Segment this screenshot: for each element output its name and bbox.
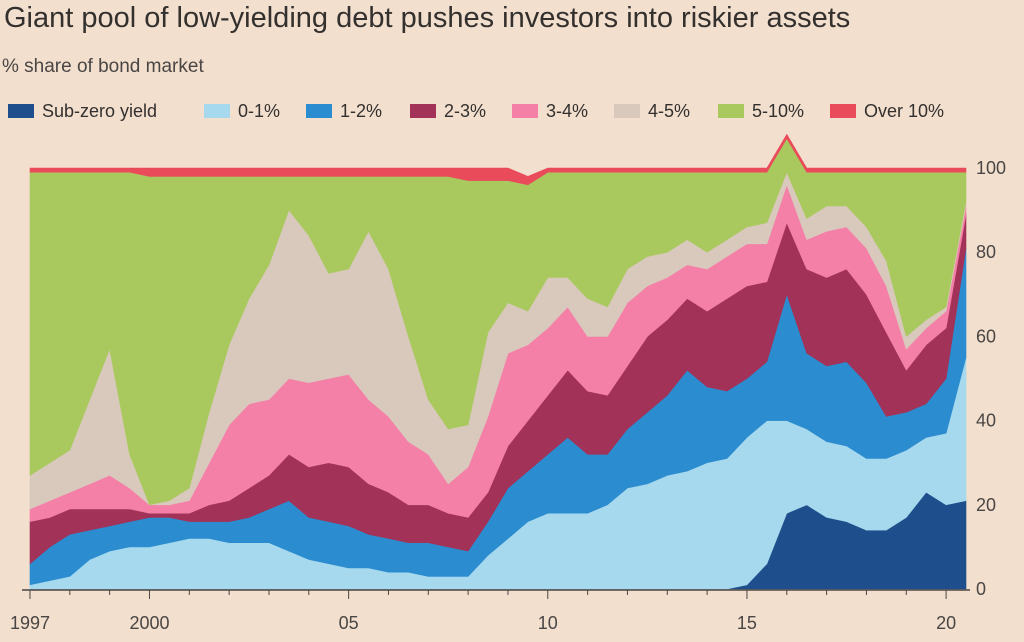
x-tick-label: 1997 bbox=[10, 613, 50, 633]
area-series-over-10 bbox=[29, 133, 967, 186]
x-tick-label: 10 bbox=[538, 613, 558, 633]
legend-swatch-0-1 bbox=[204, 104, 230, 118]
legend-label-over-10: Over 10% bbox=[864, 101, 945, 121]
chart-title: Giant pool of low-yielding debt pushes i… bbox=[4, 2, 851, 34]
legend-swatch-5-10 bbox=[718, 104, 744, 118]
y-tick-label: 80 bbox=[976, 242, 996, 262]
legend-label-2-3: 2-3% bbox=[444, 101, 487, 121]
legend: Sub-zero yield 0-1% 1-2% 2-3% 3-4% 4-5% … bbox=[0, 100, 1024, 122]
x-tick-label: 05 bbox=[339, 613, 359, 633]
x-tick-label: 2000 bbox=[129, 613, 169, 633]
legend-label-0-1: 0-1% bbox=[238, 101, 281, 121]
chart-subtitle: % share of bond market bbox=[2, 56, 204, 77]
legend-swatch-4-5 bbox=[614, 104, 640, 118]
legend-swatch-3-4 bbox=[512, 104, 538, 118]
y-tick-label: 20 bbox=[976, 495, 996, 515]
legend-swatch-over-10 bbox=[830, 104, 856, 118]
legend-label-1-2: 1-2% bbox=[340, 101, 383, 121]
legend-swatch-2-3 bbox=[410, 104, 436, 118]
x-tick-label: 15 bbox=[737, 613, 757, 633]
legend-label-sub-zero: Sub-zero yield bbox=[42, 101, 158, 121]
x-tick-label: 20 bbox=[936, 613, 956, 633]
legend-swatch-sub-zero bbox=[8, 104, 34, 118]
legend-label-3-4: 3-4% bbox=[546, 101, 589, 121]
y-tick-label: 0 bbox=[976, 579, 986, 599]
legend-swatch-1-2 bbox=[306, 104, 332, 118]
y-tick-label: 60 bbox=[976, 326, 996, 346]
legend-label-5-10: 5-10% bbox=[752, 101, 805, 121]
legend-label-4-5: 4-5% bbox=[648, 101, 691, 121]
y-tick-label: 100 bbox=[976, 158, 1006, 178]
y-tick-label: 40 bbox=[976, 411, 996, 431]
